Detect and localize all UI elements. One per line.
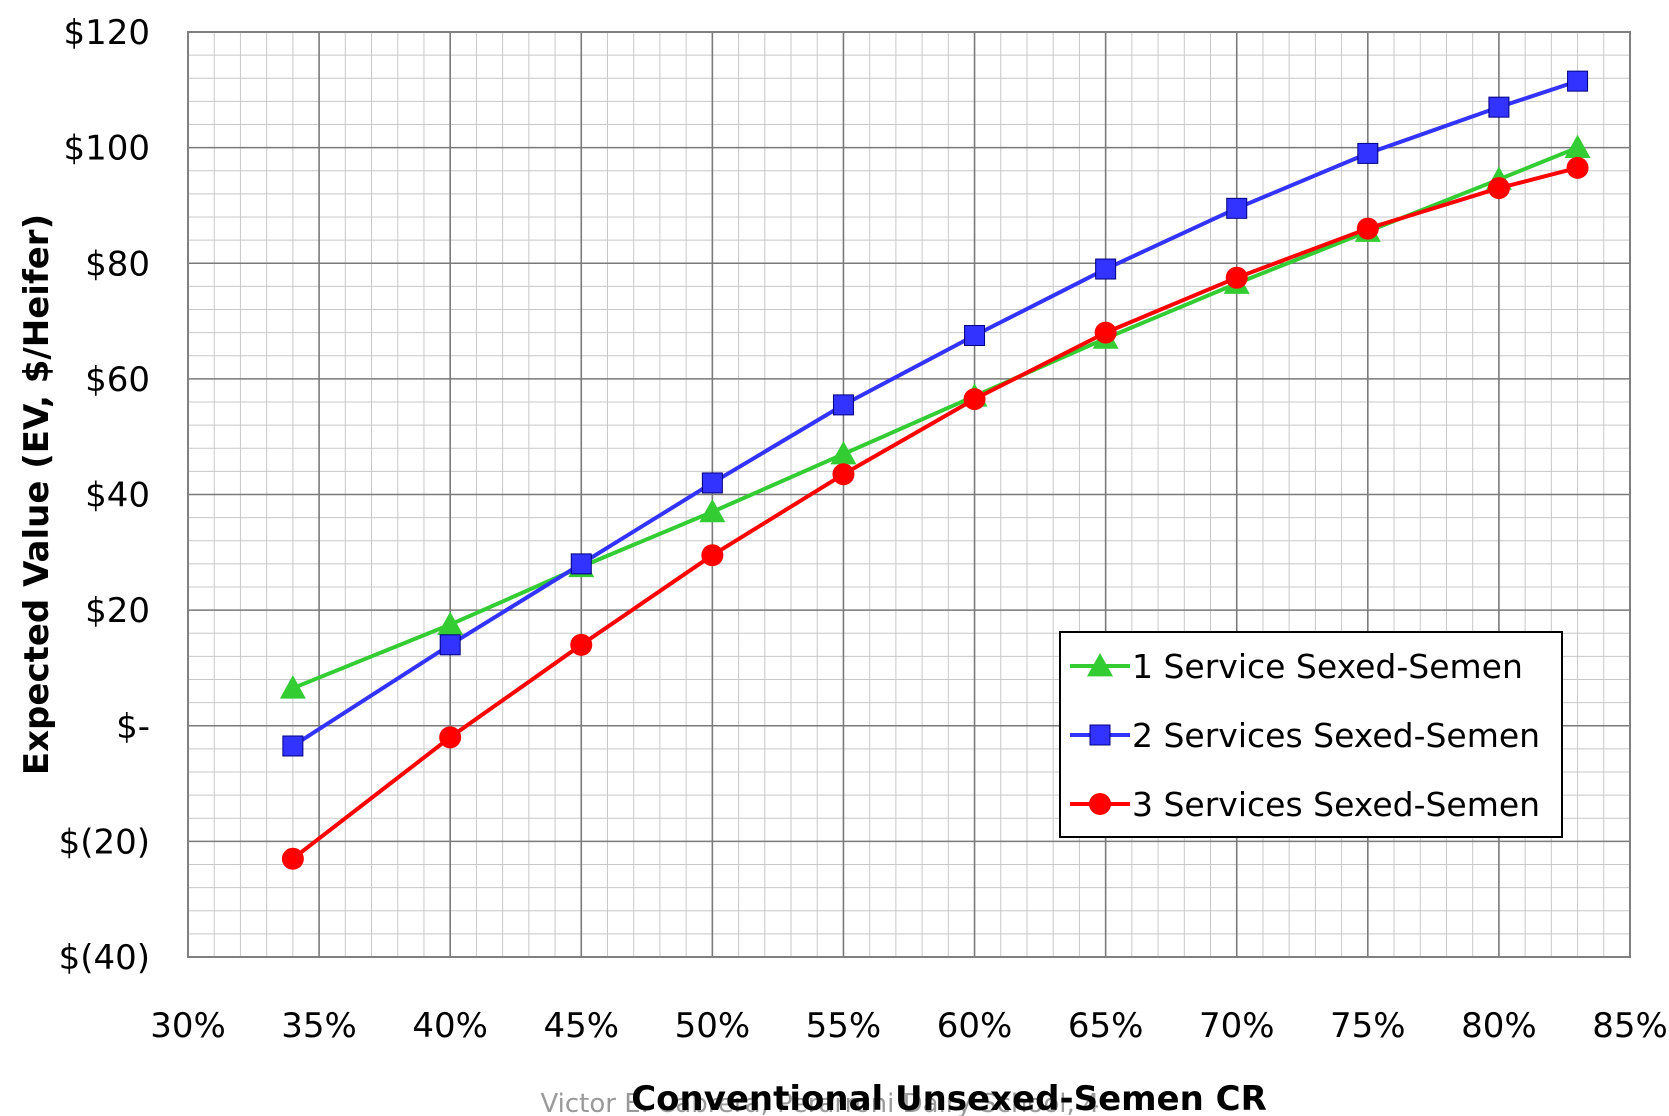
- series-line: [292, 145, 1579, 691]
- y-tick-label: $60: [85, 360, 150, 400]
- data-point: [437, 611, 464, 635]
- legend-box: [1059, 631, 1563, 838]
- data-point: [1488, 96, 1510, 118]
- data-point: [701, 472, 723, 494]
- legend: 1 Service Sexed-Semen 2 Services Sexed-Se…: [1059, 631, 1563, 838]
- data-point: [1566, 156, 1589, 179]
- y-axis-tick-labels: $120 $100 $80 $60 $40 $20 $- $(20) $(40): [59, 13, 150, 978]
- data-point: [1567, 70, 1589, 92]
- data-point: [439, 726, 462, 749]
- y-tick-label: $100: [63, 129, 150, 169]
- data-point: [570, 553, 592, 575]
- data-point: [1094, 321, 1117, 344]
- x-tick-label: 45%: [543, 1006, 619, 1046]
- legend-label: 2 Services Sexed-Semen: [1132, 716, 1540, 755]
- x-tick-label: 85%: [1592, 1006, 1668, 1046]
- x-tick-label: 35%: [281, 1006, 357, 1046]
- y-axis-title: Expected Value (EV, $/Heifer): [17, 214, 57, 775]
- data-point: [701, 544, 724, 567]
- footer-credit: Victor E. Cabrera, Perarroni Dairy Schoo…: [540, 1089, 1099, 1116]
- legend-item: 3 Services Sexed-Semen: [1070, 785, 1540, 824]
- y-tick-label: $40: [85, 476, 150, 516]
- y-tick-label: $20: [85, 591, 150, 631]
- data-point: [830, 441, 857, 465]
- data-point: [1487, 177, 1510, 200]
- x-axis-tick-labels: 30% 35% 40% 45% 50% 55% 60% 65% 70% 75% 80% 85%: [150, 1006, 1668, 1046]
- data-point: [1095, 258, 1117, 280]
- legend-marker: [1087, 653, 1113, 677]
- data-point: [1357, 142, 1379, 164]
- y-tick-label: $(20): [59, 822, 150, 862]
- data-point: [279, 675, 306, 699]
- data-point: [699, 498, 726, 523]
- y-tick-label: $(40): [59, 938, 150, 978]
- x-tick-label: 40%: [412, 1006, 488, 1046]
- legend-label: 3 Services Sexed-Semen: [1132, 785, 1540, 824]
- data-point: [281, 847, 304, 870]
- legend-marker: [1089, 793, 1111, 815]
- data-point: [570, 633, 593, 656]
- data-point: [832, 463, 855, 486]
- x-tick-label: 75%: [1330, 1006, 1406, 1046]
- x-tick-label: 50%: [675, 1006, 751, 1046]
- series-layer: [279, 70, 1591, 870]
- data-point: [282, 735, 304, 757]
- y-tick-label: $-: [116, 707, 150, 747]
- legend-item: 2 Services Sexed-Semen: [1070, 716, 1540, 755]
- x-tick-label: 65%: [1068, 1006, 1144, 1046]
- data-point: [1564, 134, 1591, 159]
- legend-marker: [1089, 724, 1111, 746]
- x-axis-title: Conventional Unsexed-Semen CR: [631, 1079, 1267, 1116]
- data-point: [1356, 217, 1379, 240]
- data-point: [964, 325, 986, 347]
- series-2: [282, 70, 1589, 757]
- plot-area-border: [187, 31, 1631, 958]
- data-point: [439, 634, 461, 656]
- series-3: [281, 156, 1589, 870]
- x-tick-label: 70%: [1199, 1006, 1275, 1046]
- data-point: [832, 394, 854, 416]
- x-tick-label: 55%: [806, 1006, 882, 1046]
- x-tick-label: 80%: [1461, 1006, 1537, 1046]
- data-point: [963, 388, 986, 411]
- data-point: [1226, 197, 1248, 219]
- y-tick-label: $120: [63, 13, 150, 53]
- legend-label: 1 Service Sexed-Semen: [1132, 647, 1523, 686]
- y-tick-label: $80: [85, 244, 150, 284]
- x-tick-label: 60%: [937, 1006, 1013, 1046]
- data-point: [1225, 266, 1248, 289]
- legend-item: 1 Service Sexed-Semen: [1070, 647, 1523, 686]
- x-tick-label: 30%: [150, 1006, 226, 1046]
